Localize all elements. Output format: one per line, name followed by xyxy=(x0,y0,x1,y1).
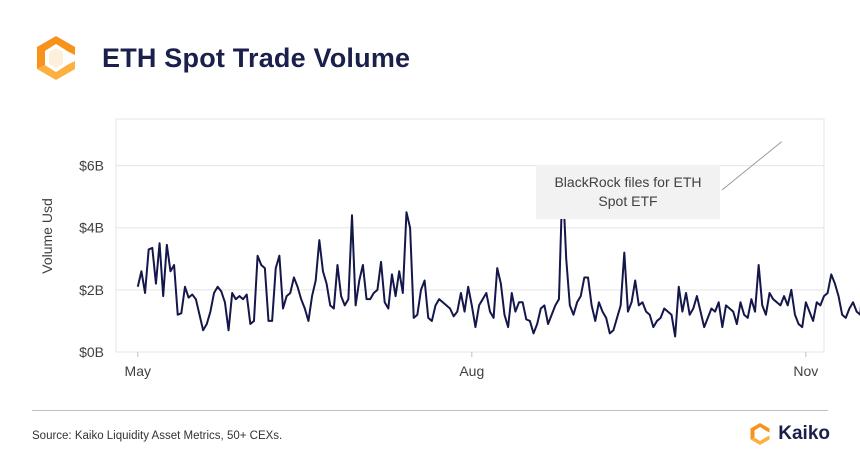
annotation-line-1: BlackRock files for ETH xyxy=(554,174,702,190)
annotation-callout: BlackRock files for ETH Spot ETF xyxy=(536,165,720,219)
series-volume xyxy=(136,177,860,338)
footer-divider xyxy=(32,410,828,411)
x-tick-label: May xyxy=(125,363,151,379)
y-axis-label: Volume Usd xyxy=(39,198,55,273)
footer-brand: Kaiko xyxy=(748,422,830,446)
page-title: ETH Spot Trade Volume xyxy=(102,42,411,73)
y-tick-label: $0B xyxy=(79,344,104,360)
annotation-pointer xyxy=(721,141,783,191)
header: ETH Spot Trade Volume xyxy=(32,34,410,82)
x-axis-ticks: May Aug Nov xyxy=(125,352,818,379)
y-axis-ticks: $0B $2B $4B $6B xyxy=(79,158,104,360)
brand-name: Kaiko xyxy=(778,423,830,444)
kaiko-logo-icon xyxy=(37,36,75,80)
y-tick-label: $6B xyxy=(79,158,104,174)
x-tick-label: Aug xyxy=(459,363,484,379)
series-line xyxy=(136,177,860,338)
y-tick-label: $2B xyxy=(79,282,104,298)
plot-frame xyxy=(115,118,825,353)
source-note: Source: Kaiko Liquidity Asset Metrics, 5… xyxy=(32,430,283,442)
plot-area xyxy=(115,118,825,353)
kaiko-brand-icon xyxy=(750,423,770,445)
x-tick-label: Nov xyxy=(793,363,818,379)
y-tick-label: $4B xyxy=(79,220,104,236)
annotation-line-2: Spot ETF xyxy=(598,193,658,209)
annotation-leader-line xyxy=(721,141,783,191)
line-chart: $0B $2B $4B $6B May Aug Nov Volume Usd xyxy=(39,118,860,379)
